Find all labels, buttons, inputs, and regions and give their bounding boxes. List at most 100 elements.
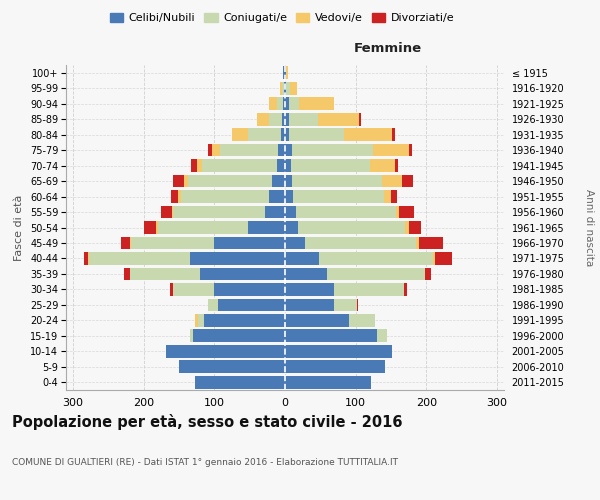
Bar: [285, 221, 298, 234]
Bar: [89, 252, 190, 265]
Bar: [184, 174, 188, 188]
Bar: [281, 128, 285, 141]
Bar: [289, 98, 299, 110]
Bar: [334, 283, 404, 296]
Bar: [285, 345, 392, 358]
Bar: [248, 128, 281, 141]
Bar: [373, 144, 409, 156]
Bar: [416, 236, 419, 250]
Bar: [131, 236, 214, 250]
Text: Popolazione per età, sesso e stato civile - 2016: Popolazione per età, sesso e stato civil…: [12, 414, 403, 430]
Bar: [190, 330, 193, 342]
Bar: [285, 159, 290, 172]
Bar: [130, 236, 131, 250]
Bar: [419, 236, 443, 250]
Bar: [409, 221, 421, 234]
Bar: [269, 98, 277, 110]
Bar: [285, 314, 349, 326]
Bar: [289, 128, 344, 141]
Bar: [285, 283, 334, 296]
Bar: [161, 206, 172, 218]
Text: COMUNE DI GUALTIERI (RE) - Dati ISTAT 1° gennaio 2016 - Elaborazione TUTTITALIA.: COMUNE DI GUALTIERI (RE) - Dati ISTAT 1°…: [12, 458, 398, 467]
Bar: [214, 283, 285, 296]
Bar: [277, 98, 283, 110]
Bar: [173, 206, 265, 218]
Bar: [285, 330, 377, 342]
Y-axis label: Fasce di età: Fasce di età: [14, 194, 25, 260]
Bar: [166, 345, 285, 358]
Bar: [285, 236, 305, 250]
Bar: [232, 128, 248, 141]
Bar: [296, 206, 396, 218]
Bar: [292, 174, 382, 188]
Bar: [272, 174, 285, 188]
Bar: [193, 330, 285, 342]
Bar: [178, 190, 181, 203]
Y-axis label: Anni di nascita: Anni di nascita: [584, 189, 594, 266]
Bar: [290, 159, 370, 172]
Bar: [197, 159, 202, 172]
Bar: [285, 82, 286, 94]
Bar: [173, 174, 184, 188]
Bar: [269, 113, 282, 126]
Bar: [318, 113, 359, 126]
Bar: [179, 360, 285, 373]
Bar: [173, 283, 214, 296]
Bar: [200, 268, 285, 280]
Bar: [121, 236, 130, 250]
Bar: [400, 206, 413, 218]
Bar: [257, 113, 269, 126]
Bar: [359, 113, 361, 126]
Bar: [391, 190, 397, 203]
Bar: [285, 174, 292, 188]
Bar: [344, 128, 392, 141]
Bar: [283, 66, 285, 79]
Bar: [198, 314, 204, 326]
Bar: [190, 252, 285, 265]
Bar: [377, 330, 387, 342]
Bar: [85, 252, 88, 265]
Bar: [284, 82, 285, 94]
Bar: [404, 283, 407, 296]
Bar: [280, 82, 282, 94]
Bar: [191, 159, 197, 172]
Bar: [208, 298, 218, 311]
Bar: [349, 314, 376, 326]
Bar: [290, 82, 297, 94]
Bar: [285, 190, 293, 203]
Bar: [265, 206, 285, 218]
Legend: Celibi/Nubili, Coniugati/e, Vedovi/e, Divorziati/e: Celibi/Nubili, Coniugati/e, Vedovi/e, Di…: [106, 8, 458, 28]
Bar: [396, 206, 400, 218]
Bar: [158, 221, 248, 234]
Bar: [212, 144, 220, 156]
Bar: [202, 159, 277, 172]
Bar: [188, 174, 272, 188]
Bar: [305, 236, 416, 250]
Bar: [285, 252, 319, 265]
Bar: [282, 113, 285, 126]
Bar: [384, 190, 391, 203]
Bar: [278, 144, 285, 156]
Bar: [285, 298, 334, 311]
Bar: [285, 360, 385, 373]
Bar: [299, 98, 334, 110]
Bar: [285, 268, 328, 280]
Bar: [286, 82, 290, 94]
Bar: [195, 314, 198, 326]
Bar: [370, 159, 395, 172]
Bar: [277, 159, 285, 172]
Bar: [382, 174, 402, 188]
Bar: [285, 144, 292, 156]
Bar: [218, 298, 285, 311]
Bar: [88, 252, 89, 265]
Bar: [171, 190, 178, 203]
Bar: [433, 252, 435, 265]
Bar: [144, 221, 157, 234]
Bar: [285, 66, 286, 79]
Bar: [204, 314, 285, 326]
Bar: [319, 252, 433, 265]
Bar: [208, 144, 212, 156]
Bar: [402, 174, 413, 188]
Bar: [181, 190, 269, 203]
Bar: [285, 98, 289, 110]
